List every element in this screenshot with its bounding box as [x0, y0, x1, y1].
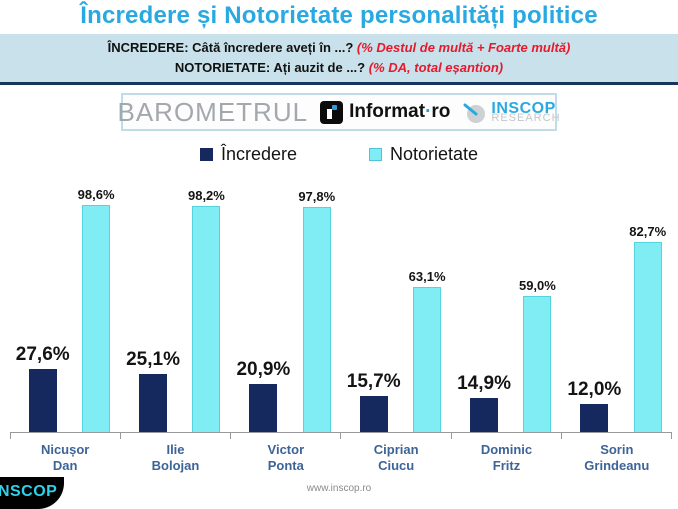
category-label: Nicușor Dan [40, 442, 90, 474]
notorietate-value-label: 63,1% [408, 268, 446, 284]
notorietate-column: 59,0% [519, 179, 556, 432]
notorietate-bar [302, 207, 331, 432]
category-label: Sorin Grindeanu [584, 442, 650, 474]
category-axis-labels: Nicușor Dan Ilie Bolojan Victor Ponta Ciprian C… [10, 442, 672, 475]
barometrul-logo: BAROMETRUL [117, 96, 309, 127]
legend-item-notorietate: Notorietate [368, 144, 479, 165]
notorietate-value-label: 98,6% [77, 187, 115, 203]
notorietate-value-label: 59,0% [518, 278, 556, 294]
subtitle-notorietate-note: (% DA, total eșantion) [368, 59, 504, 75]
incredere-column: 20,9% [236, 179, 290, 432]
category-label: Dominic Fritz [480, 442, 533, 474]
notorietate-bar [413, 286, 442, 432]
bar-group: 14,9% 59,0% [451, 179, 561, 432]
notorietate-swatch-icon [368, 148, 382, 161]
axis-tick [560, 433, 562, 439]
incredere-column: 12,0% [567, 179, 621, 432]
inscop-logo-line1: INSCOP [491, 99, 556, 117]
website-url: www.inscop.ro [306, 482, 372, 494]
incredere-value-label: 27,6% [15, 343, 70, 365]
bar-group: 27,6% 98,6% [10, 179, 120, 432]
incredere-column: 15,7% [347, 179, 401, 432]
subtitle-band: ÎNCREDERE: Câtă încredere aveți în ...? … [0, 34, 678, 85]
chart-legend: Încredere Notorietate [0, 144, 678, 165]
notorietate-value-label: 98,2% [187, 188, 225, 204]
notorietate-column: 97,8% [298, 179, 335, 432]
legend-label-incredere: Încredere [220, 144, 297, 164]
axis-ticks [10, 433, 672, 439]
informat-logo-text: Informat·ro [349, 101, 451, 122]
legend-label-notorietate: Notorietate [389, 144, 479, 164]
incredere-swatch-icon [199, 148, 213, 161]
notorietate-column: 82,7% [629, 179, 666, 432]
incredere-value-label: 25,1% [126, 349, 180, 371]
bar-group: 15,7% 63,1% [341, 179, 451, 432]
notorietate-value-label: 82,7% [629, 223, 667, 239]
subtitle-line-incredere: ÎNCREDERE: Câtă încredere aveți în ...? … [0, 38, 678, 58]
incredere-bar [28, 368, 57, 432]
incredere-bar [249, 383, 278, 432]
bar-group: 20,9% 97,8% [231, 179, 341, 432]
notorietate-column: 98,2% [188, 179, 225, 432]
page-title: Încredere și Notorietate personalități p… [80, 2, 598, 29]
incredere-column: 27,6% [16, 179, 70, 432]
informat-icon [320, 100, 344, 124]
axis-tick [10, 433, 11, 439]
notorietate-column: 63,1% [409, 179, 446, 432]
axis-tick [230, 433, 232, 439]
notorietate-bar [82, 205, 111, 432]
incredere-bar [580, 404, 609, 432]
incredere-bar [359, 395, 388, 432]
legend-item-incredere: Încredere [199, 144, 297, 165]
subtitle-notorietate-question: Ați auzit de ...? [273, 59, 366, 75]
bar-chart-plot: 27,6% 98,6% 25,1% 98,2% 20,9% 97,8% 15,7% 63,1%… [10, 179, 672, 433]
notorietate-value-label: 97,8% [298, 189, 336, 205]
incredere-value-label: 14,9% [457, 372, 511, 394]
axis-tick [450, 433, 452, 439]
inscop-research-logo: INSCOP RESEARCH [462, 99, 560, 125]
inscop-corner-badge-text: INSCOP [0, 483, 58, 500]
incredere-value-label: 20,9% [236, 358, 291, 380]
inscop-dial-icon [463, 103, 486, 123]
subtitle-notorietate-label: NOTORIETATE: [174, 59, 271, 75]
incredere-column: 14,9% [457, 179, 511, 432]
notorietate-column: 98,6% [78, 179, 115, 432]
axis-tick [120, 433, 122, 439]
axis-tick [670, 433, 672, 439]
subtitle-incredere-label: ÎNCREDERE: [107, 40, 189, 55]
incredere-column: 25,1% [126, 179, 180, 432]
bar-group: 25,1% 98,2% [120, 179, 230, 432]
incredere-bar [139, 374, 168, 432]
inscop-corner-badge: INSCOP [0, 477, 64, 509]
notorietate-bar [192, 206, 221, 432]
incredere-value-label: 12,0% [567, 379, 622, 401]
category-label: Victor Ponta [267, 442, 305, 474]
logo-bar: BAROMETRUL Informat·ro INSCOP RESEARCH [117, 93, 560, 131]
informat-logo: Informat·ro [320, 100, 451, 124]
incredere-bar [470, 397, 499, 432]
notorietate-bar [523, 296, 552, 432]
notorietate-bar [633, 241, 662, 432]
subtitle-incredere-question: Câtă încredere aveți în ...? [192, 40, 354, 55]
category-label: Ciprian Ciucu [373, 442, 419, 474]
subtitle-line-notorietate: NOTORIETATE: Ați auzit de ...? (% DA, to… [0, 58, 678, 78]
incredere-value-label: 15,7% [346, 370, 401, 392]
axis-tick [340, 433, 342, 439]
category-label: Ilie Bolojan [151, 442, 200, 474]
subtitle-incredere-note: (% Destul de multă + Foarte multă) [356, 40, 571, 55]
bar-group: 12,0% 82,7% [562, 179, 672, 432]
inscop-logo-line2: RESEARCH [491, 111, 561, 124]
